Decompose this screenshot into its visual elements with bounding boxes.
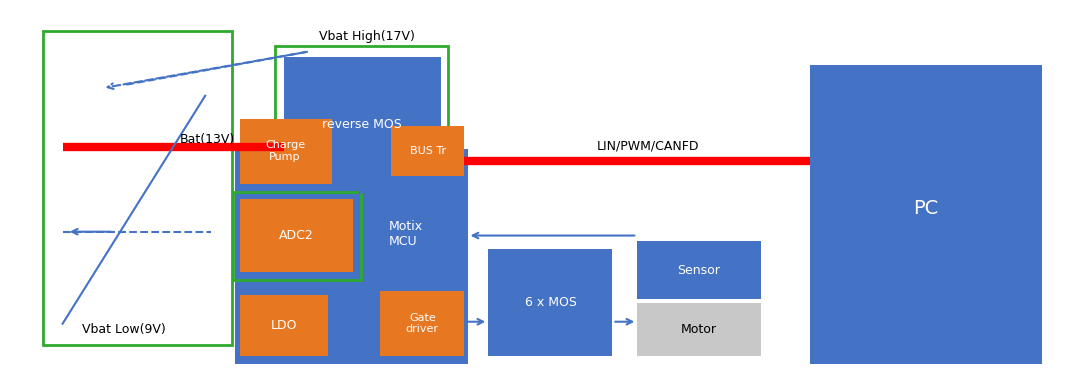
Text: Gate
driver: Gate driver <box>406 313 438 334</box>
FancyBboxPatch shape <box>637 303 761 356</box>
FancyBboxPatch shape <box>240 295 328 356</box>
Text: PC: PC <box>913 199 939 218</box>
Text: Sensor: Sensor <box>677 264 720 277</box>
Text: Charge
Pump: Charge Pump <box>265 141 306 162</box>
Text: Motor: Motor <box>680 323 717 336</box>
Text: LDO: LDO <box>271 319 297 332</box>
FancyBboxPatch shape <box>240 199 353 272</box>
FancyBboxPatch shape <box>810 65 1042 364</box>
FancyBboxPatch shape <box>488 249 612 356</box>
FancyBboxPatch shape <box>235 149 468 364</box>
FancyBboxPatch shape <box>240 119 332 184</box>
Text: 6 x MOS: 6 x MOS <box>525 296 577 309</box>
Text: Motix
MCU: Motix MCU <box>389 219 423 248</box>
FancyBboxPatch shape <box>380 291 464 356</box>
Text: LIN/PWM/CANFD: LIN/PWM/CANFD <box>597 139 699 152</box>
Text: Vbat High(17V): Vbat High(17V) <box>319 30 415 43</box>
Text: BUS Tr: BUS Tr <box>409 146 446 156</box>
Text: ADC2: ADC2 <box>279 229 313 242</box>
FancyBboxPatch shape <box>391 126 464 176</box>
FancyBboxPatch shape <box>637 241 761 299</box>
Text: Vbat Low(9V): Vbat Low(9V) <box>82 323 166 336</box>
Text: reverse MOS: reverse MOS <box>322 118 402 131</box>
Text: Bat(13V): Bat(13V) <box>180 133 235 146</box>
FancyBboxPatch shape <box>284 57 441 191</box>
